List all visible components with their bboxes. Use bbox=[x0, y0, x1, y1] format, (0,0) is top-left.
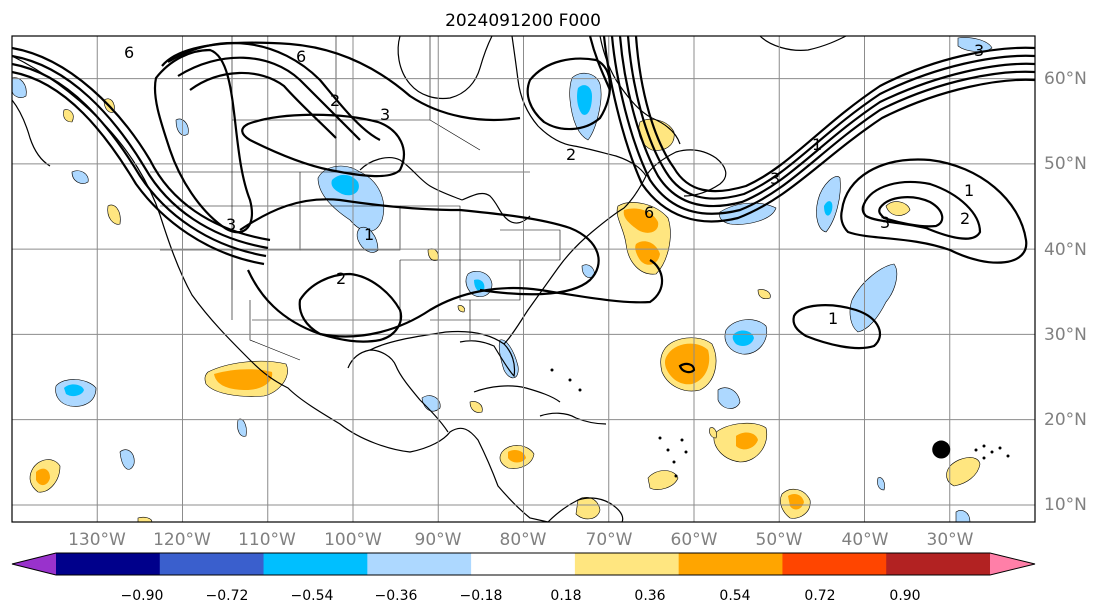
lat-label: 20°N bbox=[1044, 410, 1087, 430]
map-title: 2024091200 F000 bbox=[445, 11, 601, 31]
contour-label: 1 bbox=[964, 181, 974, 200]
marker-dot bbox=[932, 440, 951, 459]
colorbar-tick-label: 0.54 bbox=[719, 588, 750, 604]
colorbar-tick-label: −0.90 bbox=[121, 588, 164, 604]
island-specks bbox=[550, 368, 1010, 478]
contour-label: 6 bbox=[644, 203, 654, 222]
colorbar-swatch bbox=[471, 553, 576, 575]
colorbar-swatch bbox=[574, 553, 680, 575]
colorbar-tick-label: −0.18 bbox=[460, 588, 503, 604]
lon-label: 60°W bbox=[671, 530, 718, 550]
lon-label: 50°W bbox=[756, 530, 803, 550]
contour-label: 1 bbox=[364, 225, 374, 244]
lon-label: 100°W bbox=[324, 530, 382, 550]
contour-label: 1 bbox=[828, 309, 838, 328]
colorbar-swatch bbox=[886, 553, 991, 575]
lon-label: 30°W bbox=[927, 530, 974, 550]
colorbar: −0.90 −0.72 −0.54 −0.36 −0.18 0.18 0.36 … bbox=[11, 552, 1036, 604]
contour-label: 1 bbox=[812, 135, 822, 154]
colorbar-tick-label: −0.72 bbox=[206, 588, 249, 604]
contour-label: 2 bbox=[336, 269, 346, 288]
colorbar-swatch bbox=[263, 553, 368, 575]
contour-labels: 6 6 3 2 3 1 2 3 1 2 3 6 1 3 2 1 bbox=[124, 41, 984, 328]
colorbar-swatch bbox=[678, 553, 783, 575]
colorbar-swatch bbox=[782, 553, 887, 575]
colorbar-tick-label: 0.90 bbox=[889, 588, 920, 604]
lon-label: 110°W bbox=[238, 530, 296, 550]
colorbar-tick-label: −0.54 bbox=[291, 588, 334, 604]
colorbar-swatch bbox=[159, 553, 265, 575]
contour-label: 3 bbox=[770, 169, 780, 188]
lat-label: 10°N bbox=[1044, 495, 1087, 515]
contour-label: 3 bbox=[380, 105, 390, 124]
colorbar-tick-label: 0.18 bbox=[550, 588, 581, 604]
lon-label: 120°W bbox=[153, 530, 211, 550]
colorbar-swatch bbox=[367, 553, 472, 575]
colorbar-extend-low bbox=[12, 553, 56, 575]
longitude-labels: 130°W 120°W 110°W 100°W 90°W 80°W 70°W 6… bbox=[68, 530, 974, 550]
lon-label: 40°W bbox=[842, 530, 889, 550]
colorbar-tick-label: −0.36 bbox=[375, 588, 418, 604]
latitude-labels: 10°N 20°N 30°N 40°N 50°N 60°N bbox=[1044, 69, 1087, 515]
lon-label: 80°W bbox=[500, 530, 547, 550]
colorbar-outline bbox=[11, 552, 1036, 576]
colorbar-swatch bbox=[56, 553, 161, 575]
contour-label: 6 bbox=[124, 43, 134, 62]
lat-label: 30°N bbox=[1044, 325, 1087, 345]
contour-label: 2 bbox=[960, 209, 970, 228]
lon-label: 90°W bbox=[415, 530, 462, 550]
lon-label: 130°W bbox=[68, 530, 126, 550]
contour-label: 6 bbox=[296, 47, 306, 66]
lat-label: 50°N bbox=[1044, 154, 1087, 174]
colorbar-tick-label: 0.72 bbox=[804, 588, 835, 604]
colorbar-tick-label: 0.36 bbox=[634, 588, 665, 604]
contour-label: 2 bbox=[330, 91, 340, 110]
contour-lines bbox=[11, 35, 1036, 374]
lon-label: 70°W bbox=[586, 530, 633, 550]
contour-label: 2 bbox=[566, 145, 576, 164]
lat-label: 60°N bbox=[1044, 69, 1087, 89]
positive-anomaly-shading bbox=[29, 98, 981, 523]
map-frame bbox=[11, 35, 1036, 523]
contour-label: 3 bbox=[226, 215, 236, 234]
contour-label: 3 bbox=[880, 213, 890, 232]
lat-label: 40°N bbox=[1044, 240, 1087, 260]
colorbar-extend-high bbox=[990, 553, 1035, 575]
map-panel: 6 6 3 2 3 1 2 3 1 2 3 6 1 3 2 1 bbox=[11, 35, 1036, 523]
contour-label: 3 bbox=[974, 41, 984, 60]
